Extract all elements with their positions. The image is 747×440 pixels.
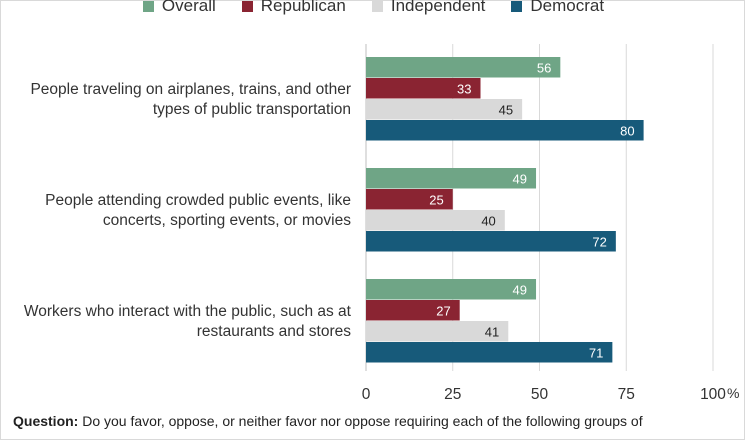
question-footnote: Question: Do you favor, oppose, or neith… — [13, 413, 643, 429]
footnote-text: Do you favor, oppose, or neither favor n… — [78, 413, 643, 429]
bar — [366, 78, 481, 99]
category-label: types of public transportation — [153, 101, 351, 118]
data-label: 71 — [589, 345, 603, 360]
chart-legend: Overall Republican Independent Democrat — [0, 0, 747, 16]
data-label: 56 — [537, 60, 551, 75]
data-label: 27 — [436, 303, 450, 318]
x-tick-label: 75 — [618, 386, 635, 403]
legend-label: Independent — [390, 0, 486, 15]
bar — [366, 342, 613, 363]
legend-swatch — [371, 0, 383, 12]
bar — [366, 189, 453, 210]
bar-chart: 56 49 49 33 25 27 45 40 41 80 72 71 People traveling… — [24, 44, 739, 403]
data-label: 40 — [481, 213, 495, 228]
legend-item: Republican — [241, 0, 346, 16]
category-label: concerts, sporting events, or movies — [103, 212, 351, 229]
x-tick-label: 50 — [531, 386, 549, 403]
data-label: 72 — [592, 234, 606, 249]
legend-item: Democrat — [511, 0, 604, 16]
bar — [366, 300, 460, 321]
bar — [366, 210, 505, 231]
category-label: People attending crowded public events, … — [45, 192, 351, 209]
legend-label: Democrat — [530, 0, 605, 15]
data-label: 25 — [429, 192, 443, 207]
data-label: 49 — [513, 171, 527, 186]
category-label: People traveling on airplanes, trains, a… — [30, 81, 351, 98]
legend-swatch — [511, 0, 523, 12]
bar — [366, 279, 537, 300]
data-label: 33 — [457, 81, 471, 96]
legend-label: Republican — [260, 0, 346, 15]
legend-item: Overall — [142, 0, 216, 16]
footnote-label: Question: — [13, 413, 79, 429]
bar — [366, 168, 537, 189]
data-label: 45 — [499, 102, 513, 117]
category-label: Workers who interact with the public, su… — [24, 303, 352, 320]
legend-item: Independent — [371, 0, 486, 16]
bar — [366, 231, 616, 252]
x-tick-label: 25 — [444, 386, 461, 403]
data-label: 80 — [620, 123, 634, 138]
bar — [366, 321, 509, 342]
data-label: 41 — [485, 324, 499, 339]
x-tick-label: 0 — [362, 386, 371, 403]
legend-label: Overall — [161, 0, 216, 15]
category-label: restaurants and stores — [197, 323, 351, 340]
bar — [366, 57, 561, 78]
legend-swatch — [142, 0, 154, 12]
x-unit-label: % — [727, 385, 739, 401]
bar — [366, 99, 523, 120]
x-tick-label: 100 — [700, 386, 726, 403]
data-label: 49 — [513, 282, 527, 297]
bar — [366, 120, 644, 141]
legend-swatch — [241, 0, 253, 12]
